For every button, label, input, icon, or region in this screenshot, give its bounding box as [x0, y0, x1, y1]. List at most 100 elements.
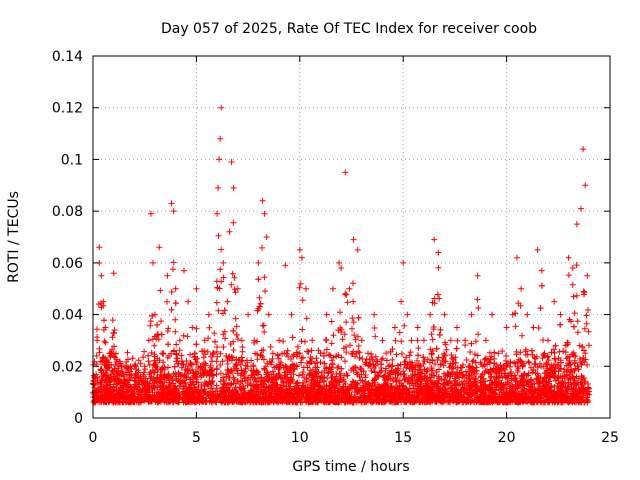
data-point — [275, 355, 282, 362]
data-point — [482, 355, 489, 362]
data-point — [343, 349, 350, 356]
data-point — [428, 396, 435, 403]
data-point — [254, 356, 261, 363]
chart-title: Day 057 of 2025, Rate Of TEC Index for r… — [161, 21, 537, 37]
data-point — [278, 375, 285, 382]
data-point — [408, 380, 415, 387]
data-point — [582, 350, 589, 357]
data-point — [244, 359, 251, 366]
data-point — [460, 361, 466, 368]
data-point — [491, 360, 498, 367]
data-point — [117, 391, 124, 398]
data-point — [480, 385, 487, 392]
data-point — [493, 382, 499, 389]
data-point — [350, 280, 356, 287]
data-point — [497, 362, 504, 369]
data-point — [237, 361, 244, 368]
data-point — [91, 374, 98, 381]
data-point — [244, 382, 251, 389]
data-point — [487, 368, 494, 375]
data-point — [372, 362, 379, 369]
data-point — [302, 390, 309, 397]
data-point — [327, 352, 334, 359]
data-point — [404, 361, 411, 368]
data-point — [100, 354, 107, 361]
data-point — [415, 352, 422, 359]
data-point — [183, 384, 190, 391]
data-point — [238, 391, 244, 398]
data-point — [260, 356, 267, 363]
data-point — [574, 329, 581, 336]
data-point — [432, 381, 439, 388]
data-point — [350, 298, 357, 305]
data-point — [103, 359, 110, 366]
data-point — [532, 355, 539, 362]
data-point — [379, 355, 386, 362]
data-point — [232, 315, 239, 322]
data-point — [116, 358, 123, 365]
data-point — [563, 368, 570, 375]
data-point — [228, 281, 235, 288]
data-point — [356, 349, 363, 356]
data-point — [543, 359, 550, 366]
data-point — [304, 364, 311, 371]
data-point — [348, 367, 355, 373]
data-point — [98, 304, 105, 311]
data-point — [472, 375, 479, 382]
data-point — [229, 354, 236, 361]
data-point — [415, 345, 422, 352]
data-point — [371, 325, 378, 331]
data-point — [392, 374, 399, 381]
data-point — [399, 383, 406, 390]
data-point — [273, 363, 280, 370]
data-point — [298, 355, 305, 362]
data-point — [393, 378, 400, 385]
data-point — [154, 332, 161, 339]
data-point — [254, 338, 261, 345]
data-point — [584, 361, 591, 368]
data-point — [220, 377, 227, 383]
data-point — [101, 387, 108, 393]
data-point — [308, 347, 315, 354]
data-points — [90, 104, 593, 406]
data-point — [352, 364, 359, 371]
data-point — [264, 360, 271, 367]
data-point — [499, 394, 506, 401]
data-point — [111, 386, 118, 393]
data-point — [260, 347, 267, 354]
data-point — [368, 351, 375, 357]
data-point — [96, 345, 103, 352]
data-point — [443, 380, 450, 387]
data-point — [417, 380, 424, 387]
data-point — [570, 379, 577, 386]
data-point — [187, 379, 194, 386]
data-point — [178, 358, 185, 365]
data-point — [565, 379, 572, 386]
data-point — [190, 398, 197, 404]
data-point — [515, 300, 522, 307]
data-point — [382, 367, 389, 374]
data-point — [500, 365, 507, 372]
data-point — [507, 358, 514, 365]
data-point — [205, 381, 212, 388]
data-point — [440, 354, 446, 361]
data-point — [497, 386, 504, 393]
data-point — [214, 394, 220, 401]
data-point — [321, 399, 328, 406]
data-point — [139, 378, 146, 384]
data-point — [232, 289, 239, 296]
data-point — [160, 359, 167, 366]
data-point — [108, 362, 115, 369]
data-point — [350, 319, 357, 326]
data-point — [488, 386, 495, 393]
data-point — [351, 364, 358, 370]
data-point — [189, 386, 196, 393]
data-point — [154, 379, 161, 386]
data-point — [312, 383, 318, 390]
data-point — [541, 352, 548, 359]
data-point — [321, 374, 328, 380]
data-point — [320, 398, 327, 405]
data-point — [305, 399, 312, 406]
data-point — [152, 363, 159, 370]
data-point — [325, 369, 332, 376]
